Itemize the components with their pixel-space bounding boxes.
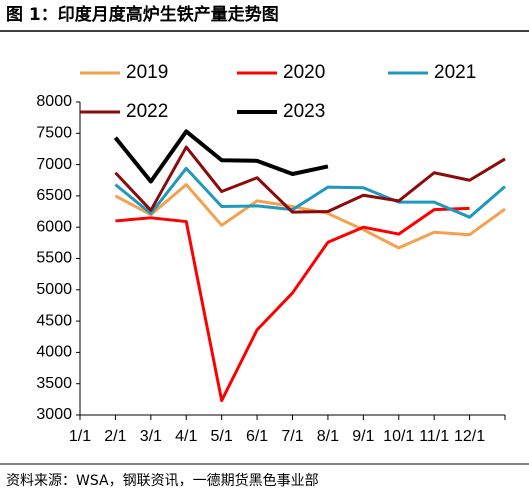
legend-label: 2021	[434, 62, 476, 83]
x-tick-label: 9/1	[352, 428, 374, 445]
series-line	[113, 129, 329, 184]
series-line	[114, 166, 506, 219]
legend-label: 2020	[283, 62, 325, 83]
y-tick-label: 4000	[36, 344, 72, 361]
series-line	[114, 145, 506, 214]
x-tick-label: 2/1	[104, 428, 126, 445]
x-tick-label: 7/1	[281, 428, 303, 445]
legend-label: 2019	[126, 62, 168, 83]
y-tick-label: 3500	[36, 375, 72, 392]
y-tick-label: 7500	[36, 125, 72, 142]
y-tick-label: 5500	[36, 250, 72, 267]
x-tick-label: 4/1	[175, 428, 197, 445]
y-tick-label: 6500	[36, 187, 72, 204]
y-tick-label: 7000	[36, 156, 72, 173]
y-tick-label: 5000	[36, 281, 72, 298]
x-tick-label: 5/1	[211, 428, 233, 445]
y-tick-label: 6000	[36, 218, 72, 235]
legend-label: 2022	[126, 101, 168, 122]
y-tick-label: 4500	[36, 312, 72, 329]
x-tick-label: 3/1	[140, 428, 162, 445]
y-tick-label: 3000	[36, 406, 72, 423]
legend-label: 2023	[283, 101, 325, 122]
x-tick-label: 11/1	[419, 428, 449, 445]
series-line	[114, 183, 506, 250]
x-tick-label: 1/1	[69, 428, 91, 445]
chart-title: 图 1：印度月度高炉生铁产量走势图	[6, 4, 279, 25]
x-tick-label: 12/1	[454, 428, 485, 445]
source-note: 资料来源：WSA，钢联资讯，一德期货黑色事业部	[6, 472, 319, 489]
y-tick-label: 8000	[36, 93, 72, 110]
series-line	[115, 206, 470, 403]
x-tick-label: 8/1	[317, 428, 339, 445]
x-tick-label: 10/1	[383, 428, 414, 445]
x-tick-label: 6/1	[246, 428, 268, 445]
